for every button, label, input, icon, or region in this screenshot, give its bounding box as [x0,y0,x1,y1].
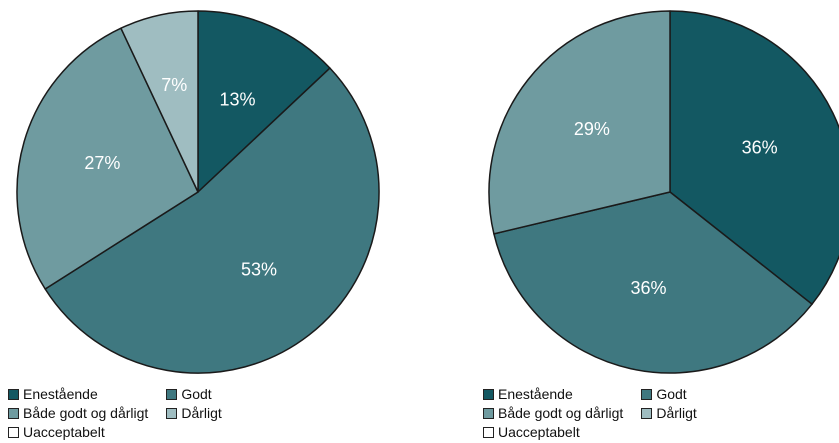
legend-label: Uacceptabelt [498,424,580,440]
legend-swatch [8,389,19,400]
legend-label: Uacceptabelt [23,424,105,440]
legend-swatch [483,408,494,419]
legend-swatch [483,427,494,438]
legend-item: Både godt og dårligt [8,404,148,423]
legend-label: Enestående [498,386,573,402]
legend-item: Godt [641,385,696,404]
legend-swatch [166,389,178,400]
pie-chart-left-svg: 13% 53% 27% 7% [16,10,380,374]
slice-data-label: 13% [219,89,255,109]
legend-label: Godt [656,386,687,402]
pie-chart-right-svg: 36% 36% 29% [488,10,839,374]
slice-data-label: 27% [84,153,120,173]
legend-swatch [483,389,494,400]
legend-label: Både godt og dårligt [23,405,149,421]
legend-item: Både godt og dårligt [483,404,623,423]
pie-slice [669,10,839,305]
legend-swatch [8,408,19,419]
slice-data-label: 36% [742,137,778,157]
slice-data-label: 7% [161,75,187,95]
legend-item: Enestående [483,385,623,404]
legend-label: Dårligt [656,405,697,421]
pie-slice [197,10,331,193]
legend-label: Godt [181,386,212,402]
legend-label: Enestående [23,386,98,402]
legend-left: Enestående Godt Både godt og dårligt Dår… [8,385,222,442]
pie-chart-right: 36% 36% 29% Enestående Godt Både godt og d… [419,0,839,443]
legend-item: Enestående [8,385,148,404]
pie-slice [120,10,199,193]
legend-label: Dårligt [181,405,222,421]
legend-label: Både godt og dårligt [498,405,624,421]
slice-data-label: 29% [574,119,610,139]
pie-slice [16,27,199,290]
slice-data-label: 53% [241,259,277,279]
pie-slice [493,191,813,374]
pie-slice [488,10,671,235]
legend-item: Godt [166,385,221,404]
legend-item: Dårligt [641,404,697,423]
legend-item: Uacceptabelt [8,423,148,442]
pie-slice [44,67,380,374]
legend-swatch [166,408,178,419]
legend-swatch [641,408,653,419]
legend-item: Dårligt [166,404,222,423]
slice-data-label: 36% [630,278,666,298]
legend-swatch [8,427,19,438]
legend-swatch [641,389,653,400]
legend-right: Enestående Godt Både godt og dårligt Dår… [483,385,697,442]
legend-item: Uacceptabelt [483,423,623,442]
pie-chart-left: 13% 53% 27% 7% Enestående Godt Både godt og… [8,10,380,442]
